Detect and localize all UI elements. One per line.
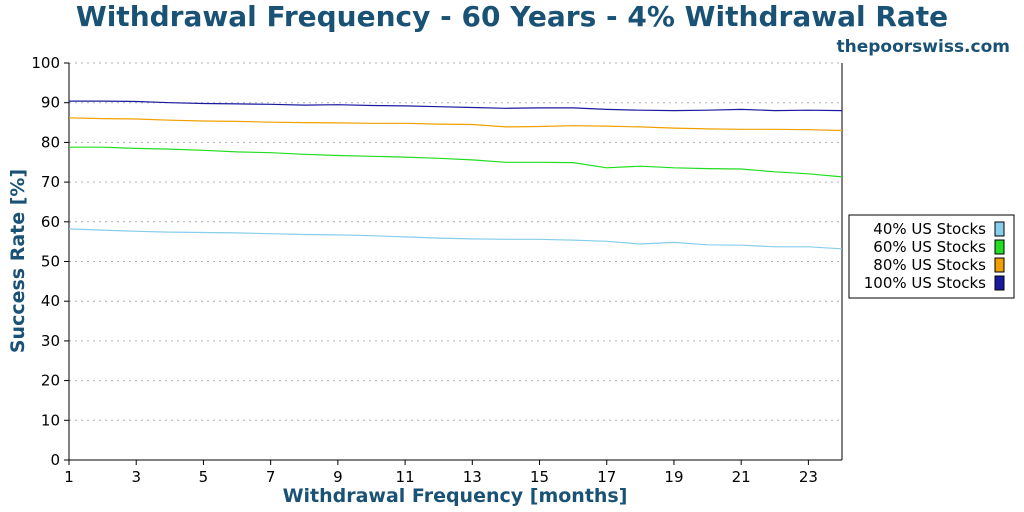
y-tick-label: 0 [50,451,60,469]
legend-label: 80% US Stocks [873,256,986,274]
legend-swatch [994,257,1005,273]
x-tick-label: 19 [664,468,683,486]
series-line-2 [69,146,843,178]
x-tick-label: 21 [732,468,751,486]
series-line-1 [68,228,843,250]
legend-label: 100% US Stocks [864,274,986,292]
x-tick-label: 23 [799,468,818,486]
x-tick-label: 17 [597,468,616,486]
chart-title: Withdrawal Frequency - 60 Years - 4% Wit… [76,0,948,33]
y-tick-label: 50 [41,253,60,271]
x-axis-label: Withdrawal Frequency [months] [283,485,628,507]
y-axis-label: Success Rate [%] [7,169,29,353]
gridlines [69,62,842,421]
y-tick-label: 90 [41,94,60,112]
legend-label: 60% US Stocks [873,238,986,256]
chart-source: thepoorswiss.com [837,37,1011,57]
x-tick-label: 9 [333,468,343,486]
legend-swatch [994,275,1005,291]
x-tick-label: 15 [530,468,549,486]
legend-swatch [994,239,1005,255]
series-line-3 [68,117,843,132]
y-ticks: 0 10 20 30 40 50 60 70 80 90 100 [31,54,69,469]
y-tick-label: 60 [41,213,60,231]
y-tick-label: 100 [31,54,60,72]
x-tick-label: 7 [266,468,276,486]
y-tick-label: 10 [41,411,60,429]
y-tick-label: 80 [41,133,60,151]
legend-swatch [994,221,1005,237]
x-tick-label: 3 [131,468,141,486]
series-lines [68,100,843,250]
y-tick-label: 40 [41,292,60,310]
y-tick-label: 70 [41,173,60,191]
x-tick-label: 13 [463,468,482,486]
y-tick-label: 30 [41,332,60,350]
x-tick-label: 5 [199,468,209,486]
x-ticks: 1 3 5 7 9 11 13 15 17 19 21 23 [64,460,818,486]
legend-label: 40% US Stocks [873,220,986,238]
y-tick-label: 20 [41,372,60,390]
x-tick-label: 11 [396,468,415,486]
legend-box [848,214,1015,299]
series-line-4 [69,100,843,112]
x-tick-label: 1 [64,468,74,486]
